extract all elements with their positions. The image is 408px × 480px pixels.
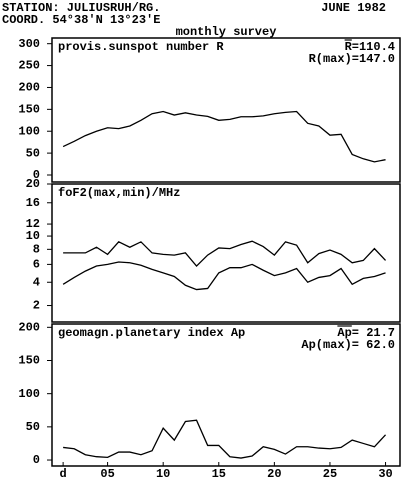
panel-title: foF2(max,min)/MHz [58, 186, 180, 200]
x-tick-label: 25 [323, 467, 337, 480]
y-tick-label: 0 [33, 168, 40, 182]
panel-title: provis.sunspot number R [58, 40, 224, 54]
x-tick-label: d [60, 467, 67, 480]
data-line [62, 261, 386, 291]
y-tick-label: 6 [33, 258, 40, 272]
subtitle: monthly survey [176, 25, 277, 39]
annotation: R=110.4 [345, 40, 395, 54]
y-tick-label: 2 [33, 299, 40, 313]
y-tick-label: 4 [33, 275, 40, 289]
y-tick-label: 150 [18, 354, 40, 368]
station: STATION: JULIUSRUH/RG. [2, 1, 160, 15]
data-line [62, 110, 386, 163]
panel-frame [51, 183, 401, 323]
annotation: Ap= 21.7 [337, 326, 395, 340]
x-tick-label: 20 [267, 467, 281, 480]
y-tick-label: 100 [18, 387, 40, 401]
x-tick-label: 30 [378, 467, 392, 480]
y-tick-label: 0 [33, 453, 40, 467]
panel-title: geomagn.planetary index Ap [58, 326, 245, 340]
data-line [63, 419, 387, 459]
y-tick-label: 250 [18, 59, 40, 73]
y-tick-label: 12 [26, 217, 40, 231]
x-tick-label: 15 [212, 467, 226, 480]
y-tick-label: 200 [18, 320, 40, 334]
y-tick-label: 50 [26, 146, 40, 160]
coord: COORD. 54°38'N 13°23'E [2, 13, 160, 27]
y-tick-label: 10 [26, 229, 40, 243]
data-line [63, 240, 387, 267]
y-tick-label: 16 [26, 196, 40, 210]
annotation: Ap(max)= 62.0 [301, 338, 395, 352]
y-tick-label: 300 [18, 37, 40, 51]
y-tick-label: 100 [18, 124, 40, 138]
annotation: R(max)=147.0 [309, 52, 395, 66]
panel-frame [51, 37, 401, 183]
x-tick-label: 10 [156, 467, 170, 480]
y-tick-label: 200 [18, 81, 40, 95]
x-tick-label: 05 [100, 467, 114, 480]
y-tick-label: 8 [33, 243, 40, 257]
y-tick-label: 20 [26, 177, 40, 191]
panel-frame [51, 323, 401, 467]
date: JUNE 1982 [321, 1, 386, 15]
y-tick-label: 50 [26, 420, 40, 434]
y-tick-label: 150 [18, 103, 40, 117]
